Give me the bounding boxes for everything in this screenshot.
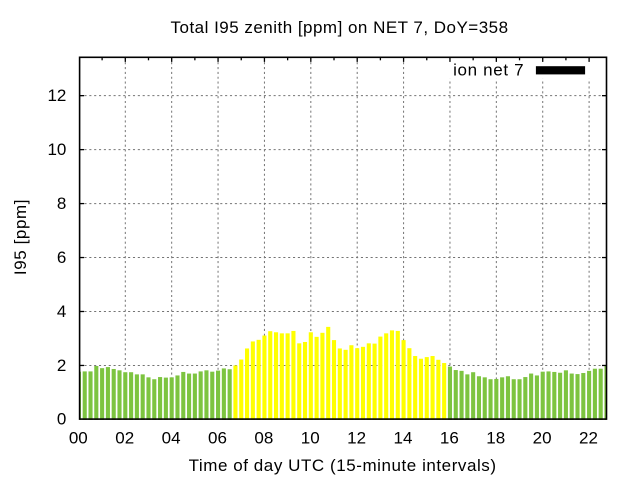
svg-text:8: 8 (57, 194, 66, 213)
svg-text:Total I95 zenith [ppm] on NET: Total I95 zenith [ppm] on NET 7, DoY=358 (171, 18, 509, 37)
svg-text:10: 10 (47, 140, 66, 159)
svg-text:06: 06 (208, 428, 227, 447)
svg-text:12: 12 (47, 86, 66, 105)
svg-text:10: 10 (301, 428, 320, 447)
svg-text:08: 08 (254, 428, 273, 447)
svg-text:02: 02 (115, 428, 134, 447)
svg-text:20: 20 (533, 428, 552, 447)
svg-text:16: 16 (440, 428, 459, 447)
svg-text:6: 6 (57, 248, 66, 267)
svg-text:4: 4 (57, 302, 66, 321)
svg-text:00: 00 (69, 428, 88, 447)
svg-text:2: 2 (57, 356, 66, 375)
svg-text:I95 [ppm]: I95 [ppm] (11, 200, 30, 276)
svg-text:18: 18 (486, 428, 505, 447)
svg-text:12: 12 (347, 428, 366, 447)
svg-text:14: 14 (394, 428, 413, 447)
svg-text:Time of day UTC (15-minute int: Time of day UTC (15-minute intervals) (189, 456, 496, 475)
svg-text:04: 04 (162, 428, 181, 447)
svg-text:22: 22 (579, 428, 598, 447)
svg-text:ion net 7: ion net 7 (453, 60, 524, 79)
svg-text:0: 0 (57, 410, 66, 429)
